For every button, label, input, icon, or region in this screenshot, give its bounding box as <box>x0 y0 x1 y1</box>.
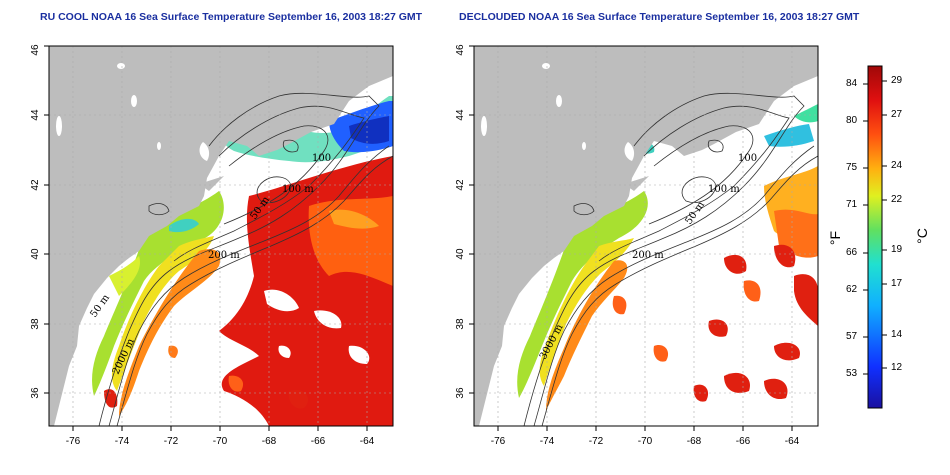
celsius-unit: °C <box>913 228 930 244</box>
fahrenheit-label: 53 <box>846 368 858 379</box>
lat-tick: 40 <box>30 248 41 260</box>
lon-tick: -76 <box>491 436 506 447</box>
right-map <box>473 45 819 427</box>
lat-tick: 44 <box>455 109 466 121</box>
lon-tick: -70 <box>213 436 228 447</box>
celsius-label: 12 <box>891 362 903 373</box>
lon-tick: -70 <box>638 436 653 447</box>
celsius-label: 24 <box>891 160 903 171</box>
celsius-label: 29 <box>891 75 903 86</box>
celsius-label: 22 <box>891 194 903 205</box>
lon-tick: -66 <box>311 436 326 447</box>
contour-label: 100 <box>312 153 331 164</box>
lon-tick: -64 <box>785 436 800 447</box>
contour-label: 100 <box>738 153 757 164</box>
lat-tick: 42 <box>455 179 466 191</box>
celsius-label: 27 <box>891 109 903 120</box>
celsius-label: 17 <box>891 278 903 289</box>
fahrenheit-label: 71 <box>846 199 858 210</box>
lon-tick: -72 <box>164 436 179 447</box>
lat-tick: 36 <box>455 387 466 399</box>
lat-tick: 36 <box>30 387 41 399</box>
right-panel-title: DECLOUDED NOAA 16 Sea Surface Temperatur… <box>459 11 860 23</box>
fahrenheit-label: 62 <box>846 284 858 295</box>
lon-tick: -64 <box>360 436 375 447</box>
contour-label: 200 m <box>208 250 240 261</box>
lon-tick: -72 <box>589 436 604 447</box>
lon-tick: -68 <box>262 436 277 447</box>
lat-tick: 40 <box>455 248 466 260</box>
fahrenheit-unit: °F <box>827 230 844 246</box>
contour-label: 100 m <box>282 184 314 195</box>
lon-tick: -76 <box>66 436 81 447</box>
contour-label: 100 m <box>708 184 740 195</box>
lon-tick: -66 <box>736 436 751 447</box>
left-axes: -76 -74 -72 -70 -68 -66 -64 36 38 40 42 … <box>30 44 375 447</box>
fahrenheit-label: 80 <box>846 115 858 126</box>
celsius-label: 14 <box>891 329 903 340</box>
lat-tick: 46 <box>30 44 41 56</box>
lat-tick: 44 <box>30 109 41 121</box>
lat-tick: 38 <box>455 318 466 330</box>
celsius-label: 19 <box>891 244 903 255</box>
lat-tick: 38 <box>30 318 41 330</box>
lat-tick: 46 <box>455 44 466 56</box>
fahrenheit-label: 57 <box>846 331 858 342</box>
lat-tick: 42 <box>30 179 41 191</box>
fahrenheit-label: 75 <box>846 162 858 173</box>
right-axes: -76 -74 -72 -70 -68 -66 -64 36 38 40 42 … <box>455 44 800 447</box>
contour-label: 200 m <box>632 250 664 261</box>
lon-tick: -68 <box>687 436 702 447</box>
colorbar <box>863 65 887 409</box>
left-map <box>48 45 394 427</box>
fahrenheit-label: 66 <box>846 247 858 258</box>
lon-tick: -74 <box>115 436 130 447</box>
lon-tick: -74 <box>540 436 555 447</box>
fahrenheit-label: 84 <box>846 78 858 89</box>
left-panel-title: RU COOL NOAA 16 Sea Surface Temperature … <box>40 11 423 23</box>
